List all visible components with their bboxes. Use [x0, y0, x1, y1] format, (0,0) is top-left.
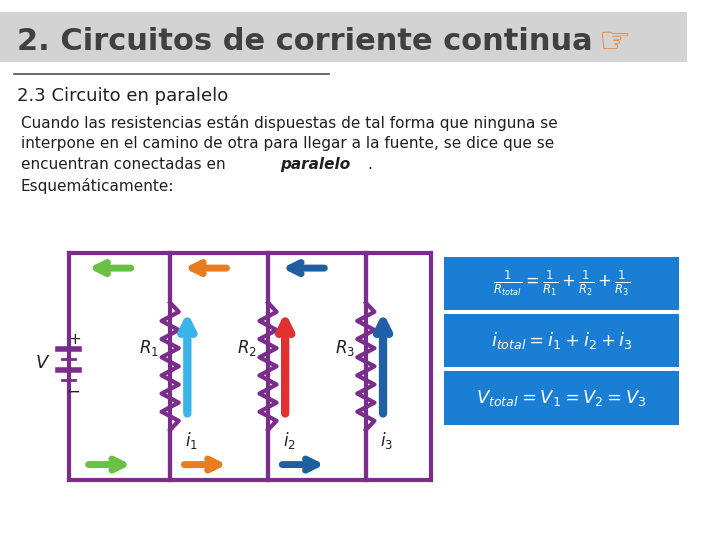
- Text: V: V: [36, 354, 48, 372]
- Text: $V_{total} = V_1 = V_2 = V_3$: $V_{total} = V_1 = V_2 = V_3$: [477, 388, 647, 408]
- Text: $\frac{1}{R_{total}} = \frac{1}{R_1} + \frac{1}{R_2} + \frac{1}{R_3}$: $\frac{1}{R_{total}} = \frac{1}{R_1} + \…: [493, 268, 631, 298]
- Text: −: −: [66, 382, 81, 400]
- Text: Esquemáticamente:: Esquemáticamente:: [21, 178, 174, 194]
- Text: $R_3$: $R_3$: [335, 338, 355, 358]
- Text: encuentran conectadas en: encuentran conectadas en: [21, 158, 230, 172]
- Text: $R_1$: $R_1$: [139, 338, 159, 358]
- Text: $R_2$: $R_2$: [237, 338, 257, 358]
- Text: $i_2$: $i_2$: [282, 430, 295, 450]
- Text: $i_3$: $i_3$: [380, 430, 393, 450]
- Text: paralelo: paralelo: [281, 158, 351, 172]
- Text: interpone en el camino de otra para llegar a la fuente, se dice que se: interpone en el camino de otra para lleg…: [21, 137, 554, 152]
- Text: 2. Circuitos de corriente continua: 2. Circuitos de corriente continua: [17, 26, 593, 56]
- FancyBboxPatch shape: [444, 314, 679, 367]
- Text: Cuando las resistencias están dispuestas de tal forma que ninguna se: Cuando las resistencias están dispuestas…: [21, 116, 558, 131]
- Text: $i_1$: $i_1$: [184, 430, 197, 450]
- Text: ☞: ☞: [599, 24, 631, 58]
- FancyBboxPatch shape: [444, 256, 679, 310]
- Text: .: .: [367, 158, 372, 172]
- FancyBboxPatch shape: [0, 12, 687, 62]
- Text: +: +: [68, 332, 81, 347]
- Text: $i_{total} = i_1 + i_2 + i_3$: $i_{total} = i_1 + i_2 + i_3$: [491, 330, 633, 351]
- Text: 2.3 Circuito en paralelo: 2.3 Circuito en paralelo: [17, 87, 228, 105]
- FancyBboxPatch shape: [444, 371, 679, 424]
